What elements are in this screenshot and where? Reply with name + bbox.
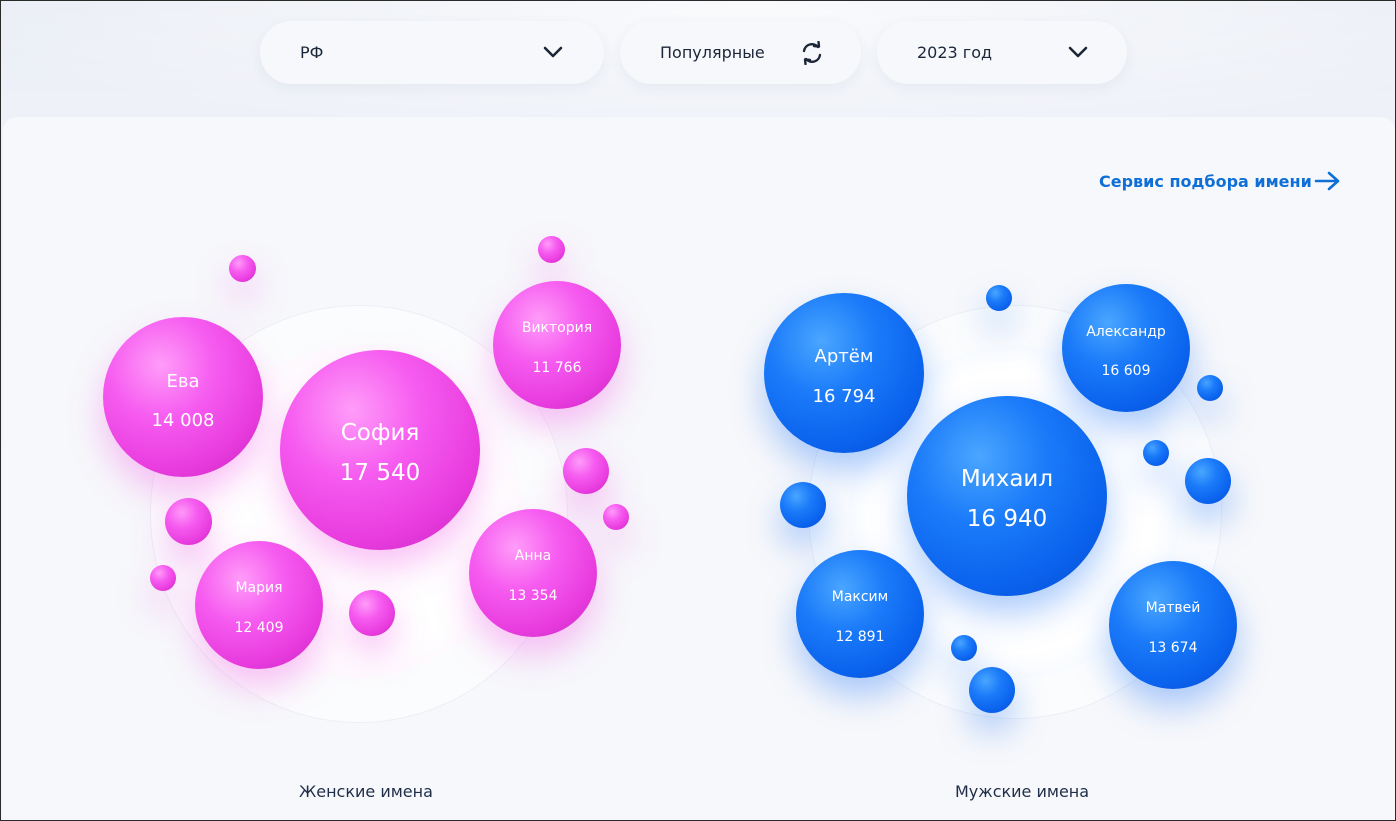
bubble-count: 13 674 — [1148, 640, 1198, 656]
mode-toggle-button[interactable]: Популярные — [620, 21, 861, 84]
decor-bubble — [349, 590, 395, 636]
name-bubble-aleksandr[interactable]: Александр 16 609 — [1062, 284, 1190, 412]
name-bubble-maria[interactable]: Мария 12 409 — [195, 541, 323, 669]
region-select[interactable]: РФ — [260, 21, 604, 84]
decor-bubble — [165, 498, 212, 545]
decor-bubble — [1197, 375, 1223, 401]
region-select-value: РФ — [300, 43, 324, 62]
bubble-name: Александр — [1086, 324, 1166, 340]
bubble-name: Ева — [166, 371, 200, 392]
decor-bubble — [951, 635, 977, 661]
bubble-name: Мария — [235, 580, 283, 596]
name-bubble-artyom[interactable]: Артём 16 794 — [764, 293, 924, 453]
decor-bubble — [603, 504, 629, 530]
bubble-count: 14 008 — [151, 410, 215, 431]
decor-bubble — [150, 565, 176, 591]
decor-bubble — [563, 448, 609, 494]
bubble-count: 13 354 — [508, 588, 558, 604]
bubble-name: Михаил — [960, 466, 1054, 492]
name-bubble-matvey[interactable]: Матвей 13 674 — [1109, 561, 1237, 689]
refresh-icon — [802, 41, 822, 65]
bubble-name: Анна — [514, 548, 552, 564]
name-bubble-mikhail[interactable]: Михаил 16 940 — [907, 396, 1107, 596]
female-caption: Женские имена — [299, 782, 433, 801]
decor-bubble — [538, 236, 565, 263]
name-bubble-sofia[interactable]: София 17 540 — [280, 350, 480, 550]
year-select-value: 2023 год — [917, 43, 993, 62]
decor-bubble — [1185, 458, 1231, 504]
decor-bubble — [780, 482, 826, 528]
decor-bubble — [969, 667, 1015, 713]
bubble-count: 11 766 — [532, 360, 582, 376]
bubble-count: 16 609 — [1101, 363, 1151, 379]
bubble-count: 12 409 — [234, 620, 284, 636]
bubble-name: Матвей — [1145, 600, 1201, 616]
bubble-count: 16 794 — [812, 386, 876, 407]
bubble-count: 16 940 — [966, 506, 1048, 532]
name-bubble-eva[interactable]: Ева 14 008 — [103, 317, 263, 477]
bubble-count: 17 540 — [339, 460, 421, 486]
name-bubble-maksim[interactable]: Максим 12 891 — [796, 550, 924, 678]
bubble-name: Артём — [814, 346, 874, 367]
chevron-down-icon — [543, 46, 563, 58]
bubble-name: София — [340, 420, 420, 446]
mode-toggle-label: Популярные — [660, 43, 765, 62]
name-service-link[interactable]: Сервис подбора имени — [1099, 172, 1312, 191]
chevron-down-icon — [1068, 46, 1088, 58]
male-caption: Мужские имена — [955, 782, 1090, 801]
decor-bubble — [1143, 440, 1169, 466]
bubble-count: 12 891 — [835, 629, 885, 645]
decor-bubble — [229, 255, 256, 282]
decor-bubble — [986, 285, 1012, 311]
name-bubble-anna[interactable]: Анна 13 354 — [469, 509, 597, 637]
bubble-name: Виктория — [521, 320, 593, 336]
name-bubble-viktoria[interactable]: Виктория 11 766 — [493, 281, 621, 409]
arrow-right-icon[interactable] — [1314, 170, 1342, 192]
year-select[interactable]: 2023 год — [877, 21, 1127, 84]
bubble-name: Максим — [831, 589, 889, 605]
